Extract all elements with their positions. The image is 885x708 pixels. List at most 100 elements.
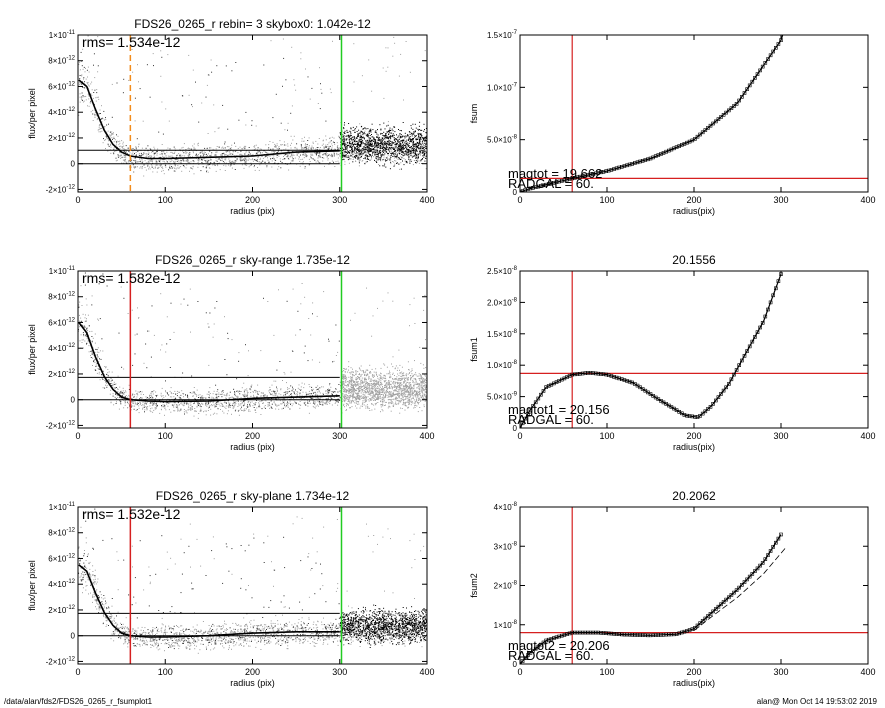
scatter-point: [179, 159, 181, 161]
scatter-point: [422, 150, 423, 152]
scatter-point: [409, 400, 411, 402]
scatter-point: [127, 403, 129, 405]
scatter-point: [158, 160, 160, 162]
scatter-point: [199, 394, 201, 396]
scatter-point: [381, 137, 383, 139]
scatter-point: [347, 159, 349, 161]
scatter-point: [175, 406, 177, 408]
scatter-point: [314, 152, 315, 154]
scatter-point: [425, 157, 426, 159]
scatter-point: [216, 396, 218, 397]
scatter-point: [408, 156, 410, 158]
scatter-point: [349, 141, 351, 143]
scatter-point: [366, 145, 368, 147]
scatter-point: [380, 391, 382, 393]
scatter-point: [183, 396, 184, 398]
scatter-point: [123, 392, 125, 393]
scatter-point: [211, 152, 213, 154]
scatter-point: [139, 155, 140, 156]
scatter-point: [226, 146, 228, 148]
scatter-point: [200, 170, 202, 172]
scatter-point: [319, 108, 321, 110]
scatter-point: [342, 158, 344, 160]
scatter-point: [123, 159, 125, 161]
scatter-point: [413, 407, 415, 409]
data-marker: [622, 164, 627, 168]
scatter-point: [390, 155, 392, 156]
scatter-point: [248, 147, 250, 148]
scatter-point: [315, 401, 317, 403]
scatter-point: [154, 403, 156, 404]
scatter-point: [316, 315, 318, 317]
scatter-point: [210, 154, 212, 156]
scatter-point: [355, 392, 356, 394]
scatter-point: [398, 148, 400, 150]
scatter-point: [90, 111, 92, 113]
scatter-point: [365, 140, 366, 142]
scatter-point: [122, 92, 124, 94]
scatter-point: [405, 147, 407, 149]
scatter-point: [79, 320, 80, 322]
scatter-point: [378, 158, 380, 160]
scatter-point: [302, 147, 304, 149]
scatter-point: [421, 163, 423, 164]
scatter-point: [363, 149, 365, 151]
scatter-point: [408, 157, 410, 159]
scatter-point: [347, 145, 348, 146]
scatter-point: [90, 93, 92, 95]
scatter-point: [157, 394, 159, 396]
scatter-point: [416, 147, 418, 149]
scatter-point: [369, 129, 371, 131]
scatter-point: [417, 385, 419, 387]
scatter-point: [376, 136, 378, 138]
scatter-point: [174, 164, 176, 166]
scatter-point: [141, 397, 143, 399]
scatter-point: [397, 135, 399, 137]
scatter-point: [407, 389, 409, 391]
scatter-point: [356, 145, 358, 147]
scatter-point: [378, 152, 380, 154]
scatter-point: [390, 130, 392, 131]
scatter-point: [351, 391, 353, 393]
scatter-point: [141, 405, 143, 406]
scatter-point: [218, 403, 220, 405]
scatter-point: [364, 152, 366, 154]
scatter-point: [81, 99, 83, 101]
scatter-point: [408, 153, 410, 155]
scatter-point: [273, 401, 275, 403]
scatter-point: [420, 160, 422, 162]
scatter-point: [163, 406, 165, 408]
scatter-point: [382, 150, 384, 152]
scatter-point: [105, 119, 107, 121]
scatter-point: [419, 143, 421, 144]
scatter-point: [249, 153, 251, 155]
scatter-point: [321, 404, 323, 406]
scatter-point: [173, 396, 175, 398]
scatter-point: [366, 388, 367, 390]
scatter-point: [350, 135, 352, 136]
scatter-point: [353, 393, 355, 395]
data-marker: [604, 169, 608, 173]
scatter-point: [413, 131, 415, 133]
scatter-point: [316, 149, 318, 151]
scatter-point: [425, 142, 427, 144]
scatter-point: [224, 154, 226, 156]
scatter-point: [269, 393, 271, 394]
scatter-point: [115, 383, 117, 385]
scatter-point: [402, 147, 404, 149]
scatter-point: [264, 161, 265, 163]
scatter-point: [152, 151, 154, 152]
scatter-point: [347, 145, 349, 147]
scatter-point: [106, 384, 108, 386]
scatter-point: [255, 412, 257, 413]
scatter-point: [252, 154, 254, 156]
scatter-point: [230, 149, 232, 151]
scatter-point: [112, 384, 114, 386]
scatter-point: [204, 160, 206, 161]
scatter-point: [251, 401, 253, 403]
scatter-point: [379, 159, 381, 161]
scatter-point: [209, 163, 211, 165]
scatter-point: [274, 146, 276, 148]
scatter-point: [345, 148, 347, 150]
scatter-point: [160, 394, 162, 396]
